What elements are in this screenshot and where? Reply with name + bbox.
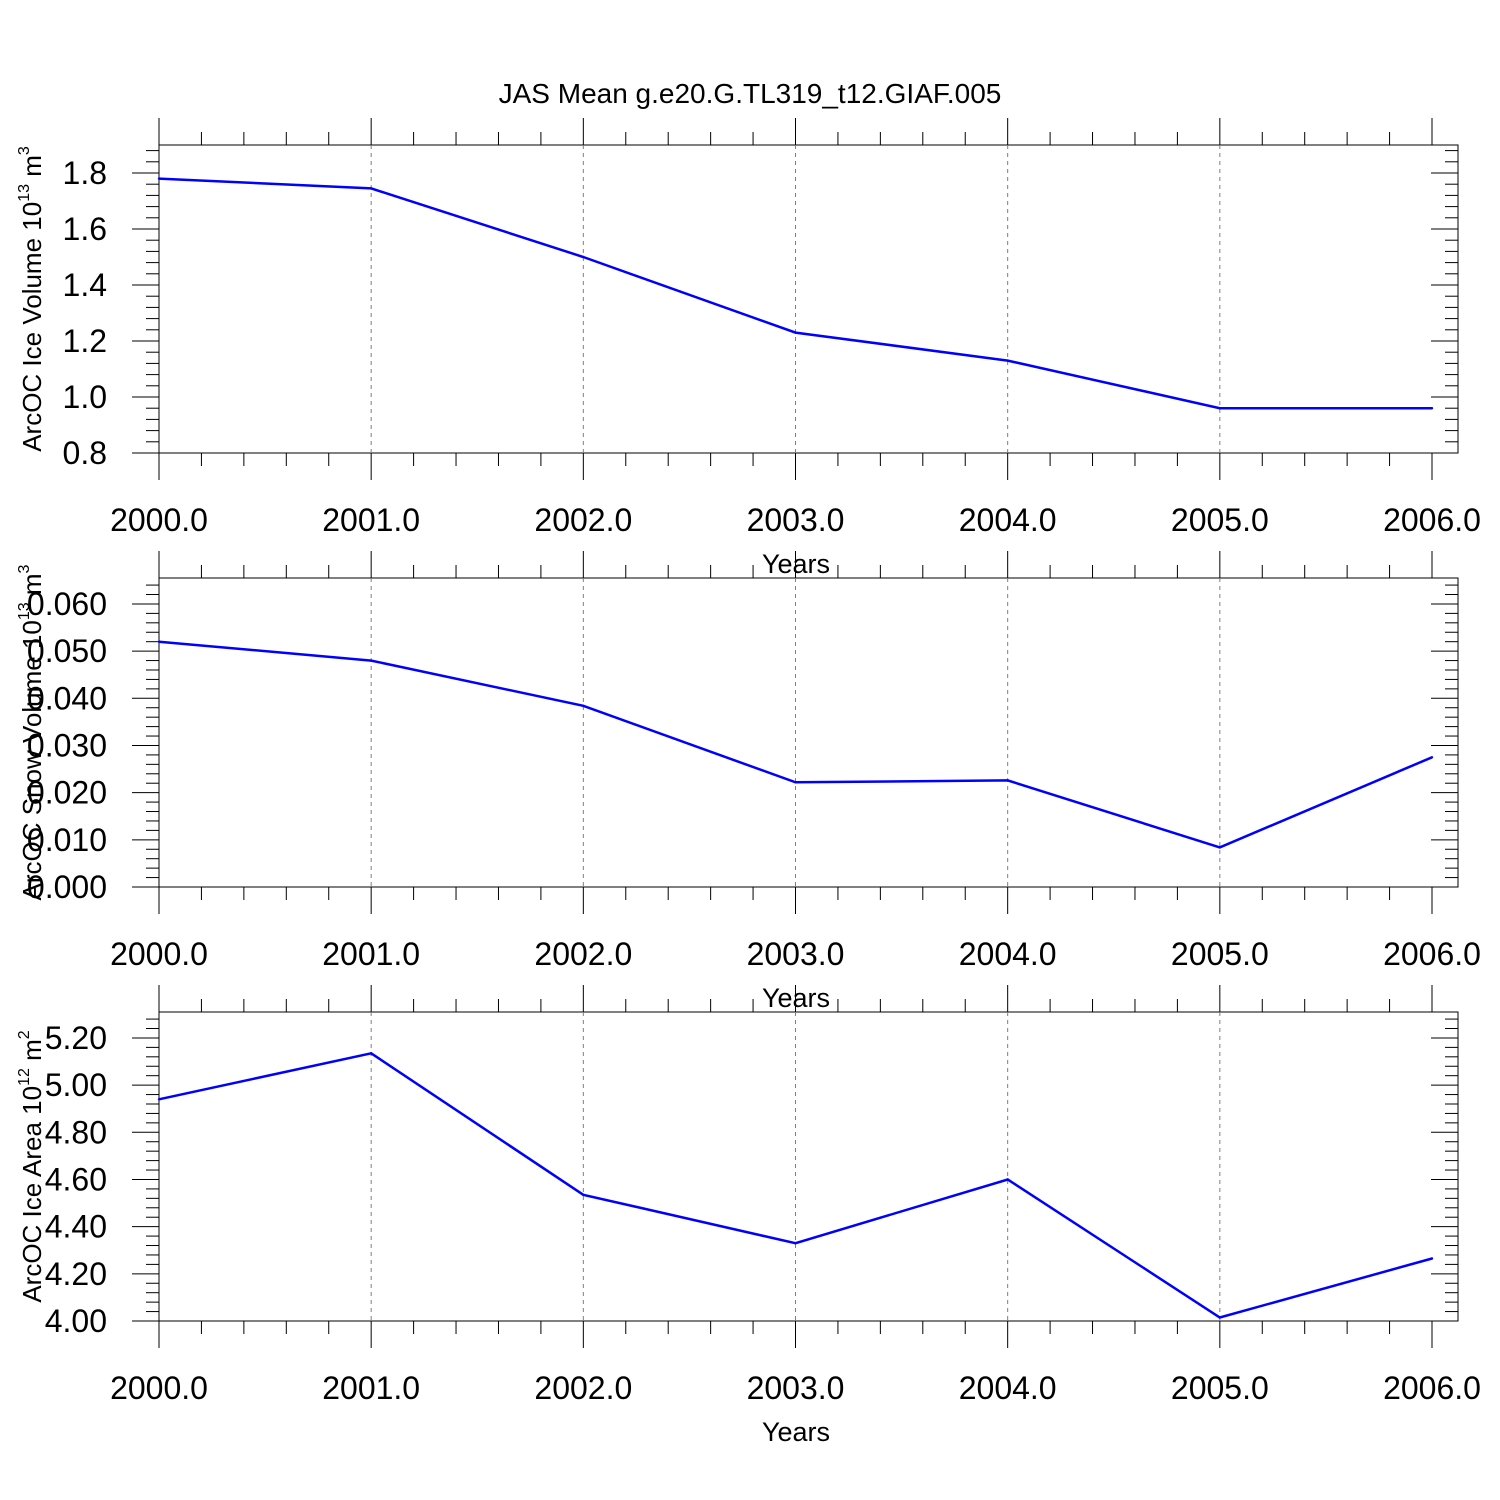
- x-tick-label: 2000.0: [110, 502, 208, 538]
- x-tick-label: 2001.0: [322, 1370, 420, 1406]
- x-tick-label: 2001.0: [322, 502, 420, 538]
- y-tick-label: 0.010: [27, 822, 107, 858]
- data-point: [794, 1241, 797, 1245]
- x-tick-label: 2006.0: [1383, 936, 1481, 972]
- x-tick-label: 2006.0: [1383, 1370, 1481, 1406]
- y-axis-label-superscript: 12: [16, 1068, 33, 1086]
- y-tick-label: 4.20: [45, 1256, 107, 1292]
- y-tick-label: 5.20: [45, 1020, 107, 1056]
- plot-frame: [158, 144, 1459, 454]
- data-point: [369, 1052, 373, 1055]
- x-tick-label: 2003.0: [747, 1370, 845, 1406]
- data-point: [582, 1193, 585, 1197]
- x-tick-label: 2000.0: [110, 1370, 208, 1406]
- y-tick-label: 0.000: [27, 869, 107, 905]
- x-tick-label: 2003.0: [747, 502, 845, 538]
- x-tick-label: 2002.0: [534, 502, 632, 538]
- data-point: [1430, 756, 1434, 759]
- y-axis-label-superscript: 2: [16, 1030, 33, 1039]
- y-tick-label: 5.00: [45, 1067, 107, 1103]
- y-tick-label: 1.8: [63, 155, 107, 191]
- x-tick-label: 2004.0: [959, 936, 1057, 972]
- data-point: [157, 177, 161, 180]
- plot-frame: [158, 1011, 1459, 1322]
- data-point: [1430, 407, 1434, 410]
- x-tick-label: 2004.0: [959, 502, 1057, 538]
- data-point: [582, 704, 585, 708]
- y-tick-label: 1.0: [63, 379, 107, 415]
- data-point: [794, 781, 797, 784]
- y-axis-label-superscript: 3: [16, 146, 33, 155]
- y-tick-label: 0.020: [27, 775, 107, 811]
- x-tick-label: 2002.0: [534, 1370, 632, 1406]
- y-tick-label: 0.030: [27, 727, 107, 763]
- data-point: [157, 1098, 161, 1101]
- x-tick-label: 2002.0: [534, 936, 632, 972]
- series-line: [158, 640, 1433, 849]
- x-tick-label: 2005.0: [1171, 936, 1269, 972]
- chart-panel-3: 4.00 4.20 4.40 4.60 4.80 5.00 5.20 2000.0 2001.0…: [16, 985, 1481, 1447]
- y-tick-label: 4.60: [45, 1161, 107, 1197]
- chart-panel-2: 0.000 0.010 0.020 0.030 0.040 0.050 0.060 2000.…: [16, 551, 1481, 1013]
- y-axis-label-part: m: [17, 155, 47, 184]
- y-axis-label-part: ArcOC Snow Volume 10: [17, 620, 47, 900]
- data-point: [1218, 407, 1222, 410]
- y-axis-label-part: m: [17, 1039, 47, 1068]
- data-point: [582, 255, 585, 259]
- y-axis-label: ArcOC Ice Volume 1013 m3: [16, 146, 47, 452]
- y-axis-label-superscript: 3: [16, 564, 33, 573]
- data-point: [1006, 779, 1009, 782]
- y-axis-label-part: ArcOC Ice Volume 10: [17, 202, 47, 452]
- y-tick-label: 1.4: [63, 267, 107, 303]
- y-tick-label: 1.2: [63, 323, 107, 359]
- y-tick-label: 4.80: [45, 1114, 107, 1150]
- y-tick-label: 4.00: [45, 1303, 107, 1339]
- data-point: [1218, 1316, 1222, 1319]
- data-point: [157, 640, 161, 643]
- y-axis-label-part: m: [17, 573, 47, 602]
- x-tick-label: 2001.0: [322, 936, 420, 972]
- x-tick-label: 2004.0: [959, 1370, 1057, 1406]
- data-point: [369, 187, 373, 190]
- y-axis-label-part: ArcOC Ice Area 10: [17, 1086, 47, 1303]
- data-point: [369, 659, 373, 662]
- y-tick-label: 4.40: [45, 1209, 107, 1245]
- chart-title: JAS Mean g.e20.G.TL319_t12.GIAF.005: [499, 78, 1002, 109]
- data-point: [794, 331, 797, 334]
- data-point: [1430, 1257, 1434, 1260]
- x-tick-label: 2005.0: [1171, 1370, 1269, 1406]
- y-tick-label: 0.8: [63, 435, 107, 471]
- chart-panels: 0.8 1.0 1.2 1.4 1.6 1.8 2000.0 2001.0 2002.0 2003…: [16, 118, 1481, 1447]
- y-tick-label: 0.050: [27, 633, 107, 669]
- y-axis-label: ArcOC Ice Area 1012 m2: [16, 1030, 47, 1302]
- chart-panel-1: 0.8 1.0 1.2 1.4 1.6 1.8 2000.0 2001.0 2002.0 2003…: [16, 118, 1481, 579]
- plot-frame: [158, 577, 1459, 888]
- y-axis-label-superscript: 13: [16, 184, 33, 202]
- data-point: [1006, 359, 1009, 362]
- data-point: [1006, 1178, 1009, 1181]
- data-point: [1218, 846, 1222, 849]
- x-tick-label: 2000.0: [110, 936, 208, 972]
- series-line: [158, 177, 1432, 410]
- x-tick-label: 2003.0: [747, 936, 845, 972]
- y-axis-label-superscript: 13: [16, 602, 33, 620]
- y-tick-label: 0.040: [27, 680, 107, 716]
- x-tick-label: 2005.0: [1171, 502, 1269, 538]
- x-axis-label: Years: [762, 1417, 830, 1447]
- y-tick-label: 1.6: [63, 211, 107, 247]
- y-axis-label: ArcOC Snow Volume 1013 m3: [16, 564, 47, 900]
- x-tick-label: 2006.0: [1383, 502, 1481, 538]
- y-tick-label: 0.060: [27, 586, 107, 622]
